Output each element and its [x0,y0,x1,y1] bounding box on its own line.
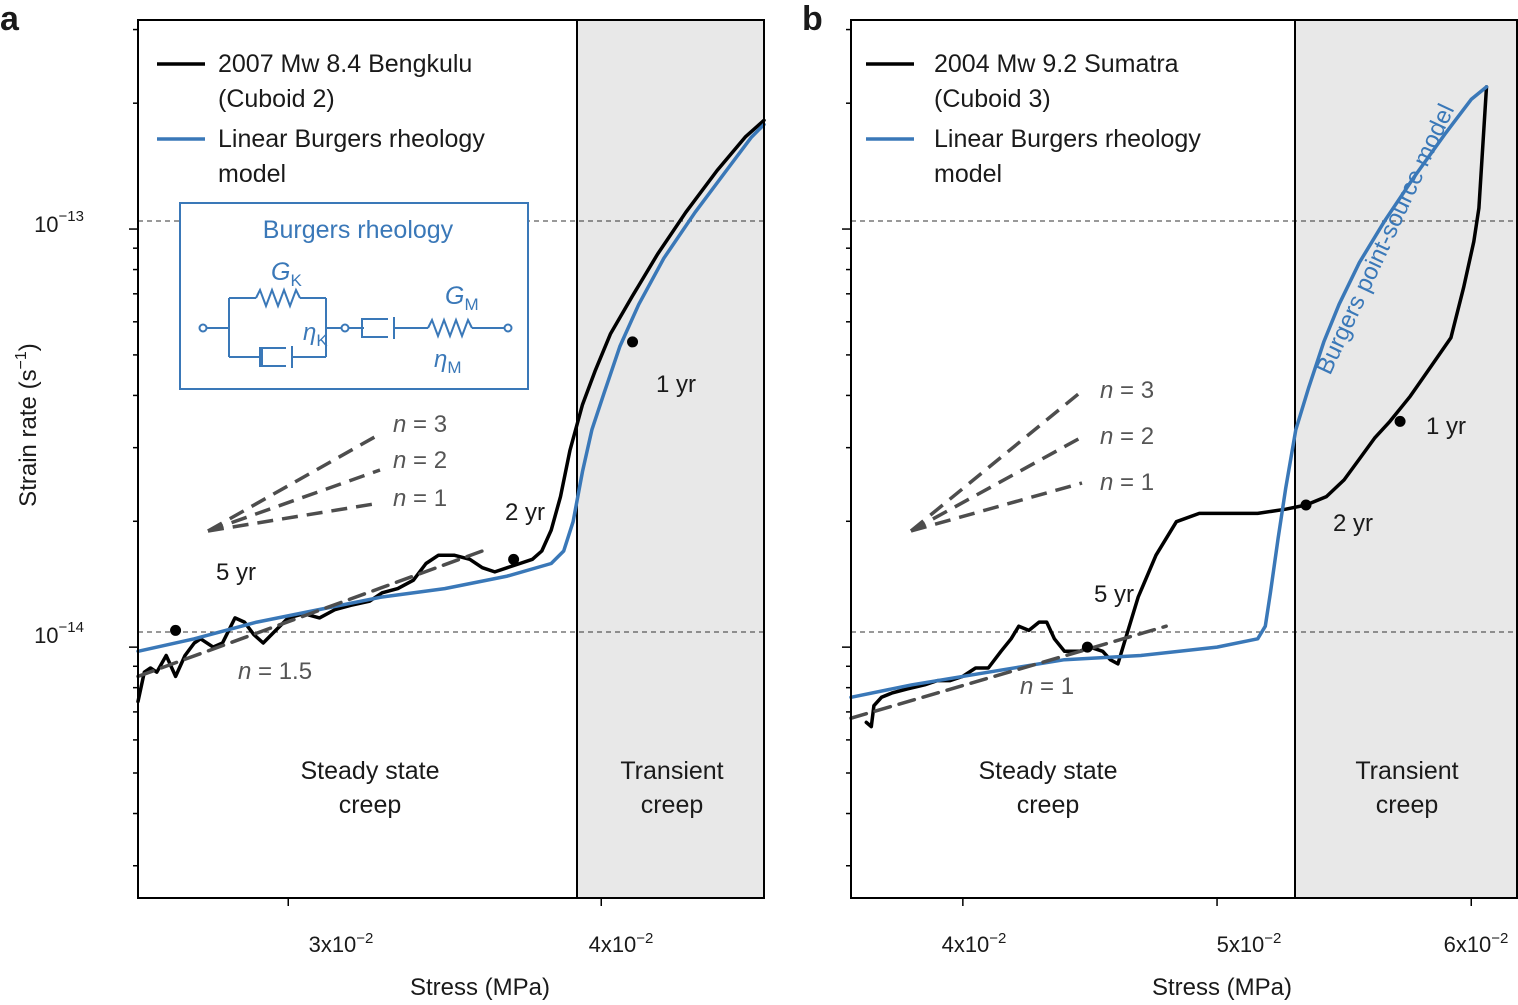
slope-label-n1-b: n = 1 [1100,469,1154,496]
xtick-labels-b: 4x10−2 5x10−2 6x10−2 [942,930,1509,957]
ylabel: Strain rate (s−1) [13,343,42,507]
inset-gk: GK [271,258,302,290]
time-marker-b-1 [1300,499,1312,511]
legend-observed-b-line2: (Cuboid 3) [934,85,1051,113]
power-law-slopes-b [909,389,1084,533]
transient-creep-label-b: creep [1376,791,1439,819]
fit-label-a: n = 1.5 [238,658,312,685]
xlabel-b: Stress (MPa) [1152,974,1292,1001]
slope-n2-b [910,435,1083,533]
inset-eta-k: ηK [303,319,328,350]
time-label-2yr-a: 2 yr [505,499,545,526]
slope-n1-b [910,481,1083,533]
legend-observed-a-line1: 2007 Mw 8.4 Bengkulu [218,50,472,78]
slope-labels-a: n = 3 n = 2 n = 1 n = 1.5 [238,411,447,685]
slope-n2-a [207,468,381,533]
slope-label-n2-b: n = 2 [1100,423,1154,450]
time-labels-a: 1 yr 2 yr 5 yr [216,371,696,586]
time-marker-b-2 [1081,641,1093,653]
slope-label-n1-a: n = 1 [393,485,447,512]
legend-model-b-line1: Linear Burgers rheology [934,125,1201,153]
plot-frame-a [137,19,765,899]
slope-n1-a [207,501,381,533]
transient-creep-label-a: creep [641,791,704,819]
power-law-slopes-a [207,432,381,533]
series-a [136,118,766,704]
slope-n3-b [909,389,1084,533]
slope-label-n2-a: n = 2 [393,447,447,474]
slope-label-n3-b: n = 3 [1100,377,1154,404]
xlabel-a: Stress (MPa) [410,974,550,1001]
series-line-b-1 [849,85,1489,700]
slope-label-n3-a: n = 3 [393,411,447,438]
time-label-1yr-b: 1 yr [1426,413,1466,440]
xtick-label-b-2: 6x10−2 [1444,930,1509,957]
ytick-label-1e-14: 10−14 [34,619,84,648]
ytick-labels-a: 10−13 10−14 [34,208,84,648]
region-labels-a: Steady state creep Transient creep [301,757,724,819]
legend-model-a-line2: model [218,160,286,188]
burgers-inset: Burgers rheology [179,202,529,390]
ytick-label-1e-13: 10−13 [34,208,84,237]
inset-box [179,202,529,390]
xtick-label-a-0: 3x10−2 [309,930,374,957]
series-line-b-2 [849,624,1168,720]
xtick-label-b-0: 4x10−2 [942,930,1007,957]
plot-frame-b [850,19,1518,899]
legend-b: 2004 Mw 9.2 Sumatra (Cuboid 3) Linear Bu… [866,50,1201,188]
time-label-1yr-a: 1 yr [656,371,696,398]
series-b [849,85,1489,729]
time-label-2yr-b: 2 yr [1333,510,1373,537]
time-label-5yr-b: 5 yr [1094,581,1134,608]
xtick-label-a-1: 4x10−2 [589,930,654,957]
inset-eta-m: ηM [434,346,462,377]
time-label-5yr-a: 5 yr [216,559,256,586]
slope-n3-a [207,432,381,533]
inset-title: Burgers rheology [263,216,454,244]
panel-label-b: b [802,0,823,38]
legend-observed-a-line2: (Cuboid 2) [218,85,335,113]
series-line-a-0 [136,118,766,704]
axis-ticks-b [842,28,1472,906]
panel-a: a 3x10−2 4x10−2 10−13 10−14 Stress (MPa)… [0,0,766,1001]
steady-label-b: Steady state [979,757,1118,785]
legend-model-a-line1: Linear Burgers rheology [218,125,485,153]
transient-label-a: Transient [620,757,723,785]
time-marker-a-2 [170,624,182,636]
legend-a: 2007 Mw 8.4 Bengkulu (Cuboid 2) Linear B… [157,50,485,188]
time-labels-b: 1 yr 2 yr 5 yr [1094,413,1466,608]
transient-region-a [577,20,764,898]
inset-gm: GM [445,282,479,314]
steady-creep-label-b: creep [1017,791,1080,819]
panel-label-a: a [0,0,20,38]
time-marker-a-1 [508,553,520,565]
steady-label-a: Steady state [301,757,440,785]
panel-b: b 4x10−2 5x10−2 6x10−2 Stress (MPa) n = … [802,0,1518,1001]
region-labels-b: Steady state creep Transient creep [979,757,1459,819]
fit-label-b: n = 1 [1020,673,1074,700]
legend-observed-b-line1: 2004 Mw 9.2 Sumatra [934,50,1179,78]
xtick-labels-a: 3x10−2 4x10−2 [309,930,654,957]
series-line-a-2 [136,549,485,679]
slope-labels-b: n = 3 n = 2 n = 1 n = 1 [1020,377,1154,700]
time-marker-a-0 [627,336,639,348]
transient-label-b: Transient [1355,757,1458,785]
burgers-circuit-diagram [198,287,513,368]
legend-model-b-line2: model [934,160,1002,188]
xtick-label-b-1: 5x10−2 [1217,930,1282,957]
time-marker-b-0 [1394,415,1406,427]
steady-creep-label-a: creep [339,791,402,819]
